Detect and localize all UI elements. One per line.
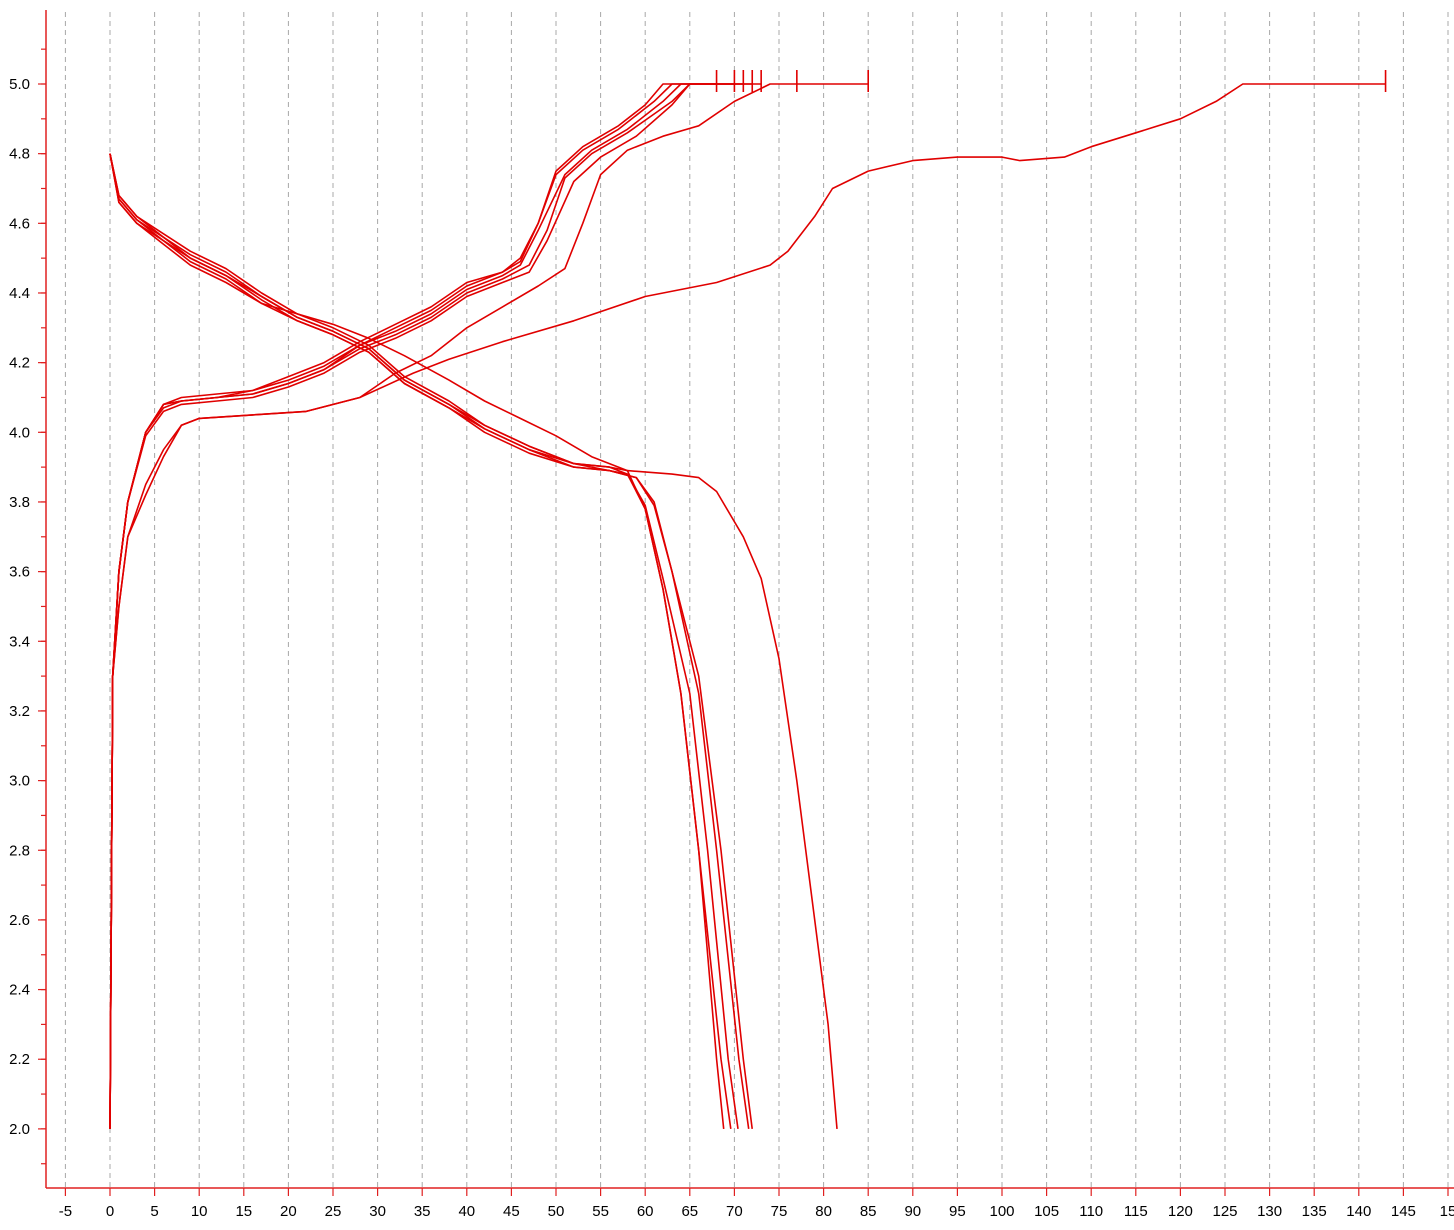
x-tick-label: -5 [59,1203,72,1220]
x-tick-label: 60 [637,1203,654,1220]
x-tick-label: 145 [1391,1203,1416,1220]
x-tick-label: 80 [815,1203,832,1220]
y-tick-label: 4.6 [9,215,30,232]
x-tick-label: 85 [860,1203,877,1220]
discharge-curve [109,153,739,1130]
discharge-curve [109,153,753,1130]
charge-curve [109,83,869,1129]
x-tick-label: 115 [1124,1203,1148,1220]
charge-curve [109,83,1386,1129]
x-tick-labels: -5 0 5 10 15 20 25 30 35 40 45 50 55 60 65 70 75 80 85 90 95… [59,1203,1454,1220]
x-tick-label: 10 [191,1203,208,1220]
charge-curve [109,83,762,1129]
tick-layer [38,48,1449,1196]
x-tick-label: 45 [503,1203,520,1220]
y-tick-label: 2.8 [9,842,30,859]
y-tick-label: 3.6 [9,564,30,581]
y-tick-label: 4.8 [9,146,30,163]
x-tick-label: 55 [592,1203,609,1220]
x-tick-label: 135 [1302,1203,1327,1220]
x-tick-label: 120 [1168,1203,1193,1220]
x-tick-label: 70 [726,1203,743,1220]
x-tick-label: 50 [548,1203,565,1220]
discharge-curve [109,153,725,1129]
x-tick-label: 140 [1346,1203,1371,1220]
y-tick-labels: 2.0 2.2 2.4 2.6 2.8 3.0 3.2 3.4 3.6 3.8 4.0 4.2 4.4 4… [9,76,30,1138]
x-tick-label: 40 [458,1203,475,1220]
x-tick-label: 65 [681,1203,698,1220]
x-tick-label: 5 [150,1203,158,1220]
charge-curve [109,83,753,1129]
y-tick-label: 4.0 [9,424,30,441]
y-tick-label: 3.2 [9,703,30,720]
y-tick-label: 3.0 [9,773,30,790]
x-tick-label: 30 [369,1203,386,1220]
y-tick-label: 2.4 [9,982,30,999]
discharge-curve [109,153,838,1129]
discharge-curve [109,153,732,1130]
x-tick-label: 15 [1440,1203,1454,1220]
y-tick-label: 2.0 [9,1121,30,1138]
x-tick-label: 95 [949,1203,966,1220]
endpoint-marker-layer [715,70,1387,92]
charge-curve [109,83,744,1129]
x-tick-label: 125 [1212,1203,1237,1220]
x-tick-label: 20 [280,1203,297,1220]
y-tick-label: 5.0 [9,76,30,93]
x-tick-label: 110 [1079,1203,1103,1220]
x-tick-label: 75 [771,1203,788,1220]
x-tick-label: 35 [414,1203,431,1220]
charge-curve [109,83,717,1129]
y-tick-label: 3.4 [9,633,30,650]
series-layer [109,83,1386,1130]
x-tick-label: 0 [106,1203,114,1220]
x-tick-label: 130 [1257,1203,1282,1220]
x-tick-label: 25 [325,1203,342,1220]
x-tick-label: 15 [235,1203,252,1220]
x-tick-label: 105 [1034,1203,1059,1220]
grid-layer [64,12,1449,1188]
y-tick-label: 3.8 [9,494,30,511]
y-tick-label: 2.6 [9,912,30,929]
y-tick-label: 4.2 [9,355,30,372]
x-tick-label: 90 [904,1203,921,1220]
y-tick-label: 4.4 [9,285,30,302]
y-tick-label: 2.2 [9,1051,30,1068]
discharge-curve [109,153,750,1130]
x-tick-label: 100 [989,1203,1014,1220]
